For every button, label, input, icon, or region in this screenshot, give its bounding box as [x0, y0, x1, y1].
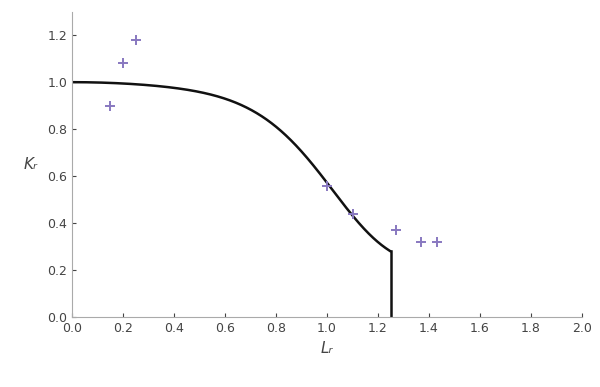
Point — [106, 103, 115, 109]
Point — [391, 227, 401, 233]
Point — [348, 211, 358, 217]
Point — [118, 60, 128, 67]
X-axis label: Lᵣ: Lᵣ — [321, 341, 333, 356]
Point — [322, 183, 332, 189]
Point — [131, 37, 140, 43]
Point — [416, 239, 426, 245]
Y-axis label: Kᵣ: Kᵣ — [23, 157, 37, 172]
Point — [432, 239, 442, 245]
